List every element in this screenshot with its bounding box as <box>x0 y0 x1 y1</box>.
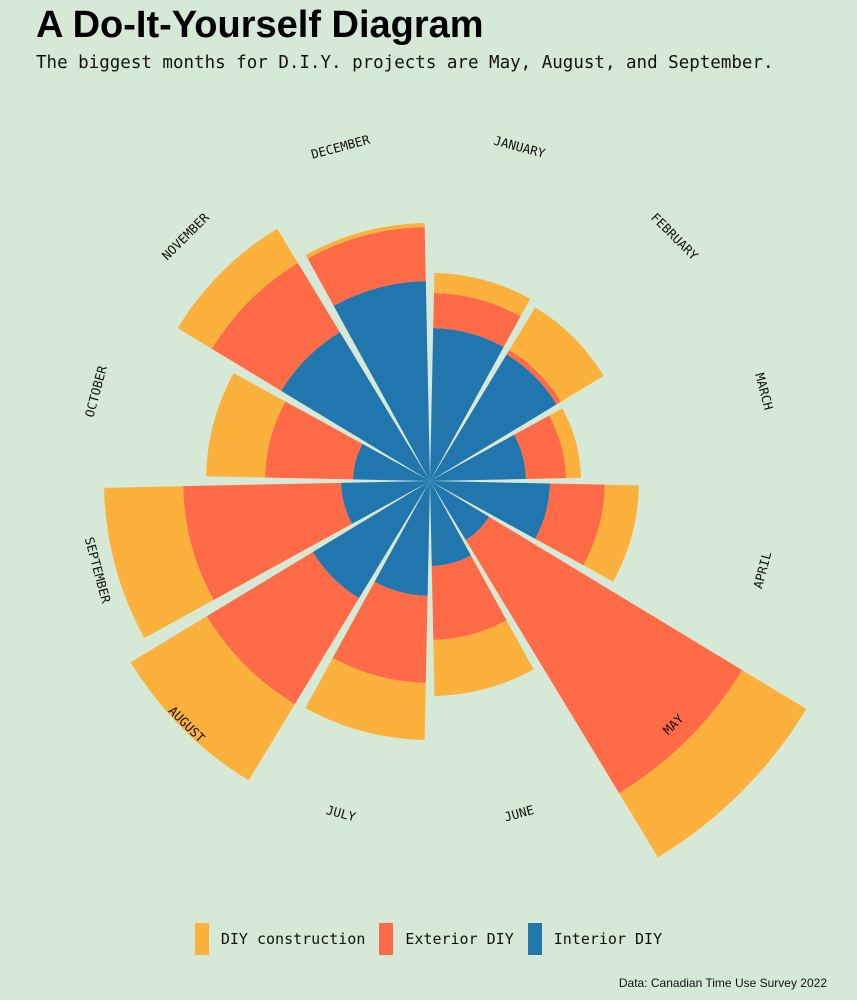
month-label-october: OCTOBER <box>82 364 110 419</box>
bar-january-exterior-diy <box>433 293 521 347</box>
bar-june-diy-construction <box>433 620 534 696</box>
bar-february-diy-construction <box>509 307 604 402</box>
bar-december-diy-construction <box>305 223 425 259</box>
chart-subtitle: The biggest months for D.I.Y. projects a… <box>36 53 774 73</box>
legend-swatch-exterior-diy <box>379 923 394 955</box>
bar-april-interior-diy <box>430 481 550 539</box>
month-label-june: JUNE <box>503 802 536 824</box>
legend-item-exterior-diy: Exterior DIY <box>379 923 514 955</box>
bar-february-interior-diy <box>430 354 557 481</box>
bar-november-exterior-diy <box>211 262 340 391</box>
legend-label-exterior-diy: Exterior DIY <box>405 930 514 948</box>
chart-bars <box>104 223 807 858</box>
legend-swatch-interior-diy <box>527 923 542 955</box>
bar-january-diy-construction <box>433 273 531 317</box>
bar-september-interior-diy <box>341 481 430 524</box>
month-label-july: JULY <box>324 802 357 824</box>
month-label-september: SEPTEMBER <box>82 535 114 605</box>
chart-title: A Do-It-Yourself Diagram <box>36 4 484 46</box>
bar-august-interior-diy <box>312 481 430 599</box>
bar-august-diy-construction <box>130 616 295 781</box>
bar-july-exterior-diy <box>332 581 428 683</box>
legend-item-interior-diy: Interior DIY <box>527 923 663 955</box>
legend-label-diy-construction: DIY construction <box>220 930 366 948</box>
bar-june-interior-diy <box>430 481 471 566</box>
bar-june-exterior-diy <box>431 555 507 640</box>
bar-february-exterior-diy <box>506 350 561 405</box>
bar-october-exterior-diy <box>265 401 363 480</box>
bar-august-exterior-diy <box>206 551 360 705</box>
bar-september-exterior-diy <box>183 482 353 600</box>
bar-october-diy-construction <box>206 373 286 478</box>
bar-may-interior-diy <box>430 481 490 541</box>
bar-march-exterior-diy <box>514 415 566 479</box>
bar-october-interior-diy <box>353 443 430 481</box>
bar-july-interior-diy <box>374 481 430 596</box>
bar-september-diy-construction <box>104 486 214 639</box>
bar-may-diy-construction <box>619 670 807 858</box>
month-label-april: APRIL <box>750 550 774 590</box>
bar-march-interior-diy <box>430 434 526 481</box>
bar-april-exterior-diy <box>535 483 605 566</box>
month-label-march: MARCH <box>752 371 776 411</box>
month-label-february: FEBRUARY <box>648 210 702 264</box>
bar-july-diy-construction <box>305 658 426 740</box>
month-label-january: JANUARY <box>492 133 547 161</box>
bar-january-interior-diy <box>430 328 504 481</box>
data-source-caption: Data: Canadian Time Use Survey 2022 <box>618 976 827 990</box>
legend-swatch-diy-construction <box>194 923 209 955</box>
bar-december-interior-diy <box>333 281 430 481</box>
legend-label-interior-diy: Interior DIY <box>553 930 663 948</box>
legend: DIY construction Exterior DIY Interior D… <box>0 923 857 955</box>
bar-december-exterior-diy <box>307 227 426 306</box>
bar-november-interior-diy <box>281 332 430 481</box>
legend-item-diy-construction: DIY construction <box>194 923 366 955</box>
bar-may-exterior-diy <box>465 516 743 794</box>
month-label-december: DECEMBER <box>309 132 371 162</box>
bar-november-diy-construction <box>177 228 298 349</box>
bar-march-diy-construction <box>549 408 581 479</box>
month-label-november: NOVEMBER <box>159 209 213 263</box>
bar-april-diy-construction <box>583 484 639 582</box>
